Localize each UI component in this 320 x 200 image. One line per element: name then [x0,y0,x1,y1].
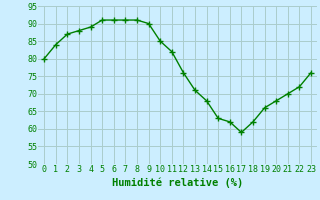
X-axis label: Humidité relative (%): Humidité relative (%) [112,177,243,188]
